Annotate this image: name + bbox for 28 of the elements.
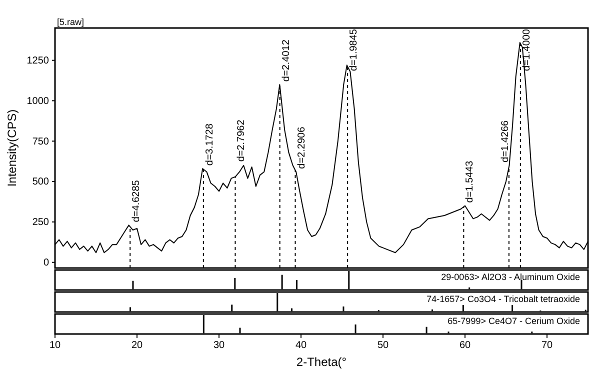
y-tick-label: 750 <box>32 136 50 148</box>
annotation: d=1.4266 <box>500 120 511 162</box>
annotation: d=1.5443 <box>464 160 476 203</box>
x-axis-title: 2-Theta(° <box>296 355 347 369</box>
x-tick-label: 30 <box>213 340 225 352</box>
chart-title: 65-7999> Ce4O7 - Cerium Oxide <box>448 316 580 326</box>
x-tick-label: 50 <box>377 340 389 352</box>
y-tick-label: 500 <box>32 176 50 188</box>
x-tick-label: 10 <box>49 340 61 352</box>
chart-title: 29-0063> Al2O3 - Aluminum Oxide <box>441 272 580 282</box>
annotation: d=2.4012 <box>280 39 292 82</box>
annotation: d=1.4000 <box>521 28 532 71</box>
y-tick-label: 250 <box>32 217 50 228</box>
y-axis-title: Intensity(CPS) <box>5 109 19 187</box>
x-tick-label: 20 <box>131 340 143 352</box>
annotation: d=2.7962 <box>236 119 248 162</box>
annotation: d=4.6285 <box>131 180 142 222</box>
annotation: d=3.1728 <box>204 123 216 166</box>
x-tick-label: 60 <box>459 340 471 352</box>
annotation: d=1.9845 <box>348 28 360 71</box>
chart-title: [5.raw] <box>57 17 84 27</box>
y-tick-label: 1250 <box>26 56 50 67</box>
chart-title: 74-1657> Co3O4 - Tricobalt tetraoxide <box>426 294 580 304</box>
annotation: d=2.2906 <box>296 126 308 169</box>
y-tick-label: 0 <box>43 258 50 269</box>
y-tick-label: 1000 <box>26 96 50 107</box>
x-tick-label: 40 <box>295 340 307 352</box>
x-tick-label: 70 <box>541 340 553 352</box>
